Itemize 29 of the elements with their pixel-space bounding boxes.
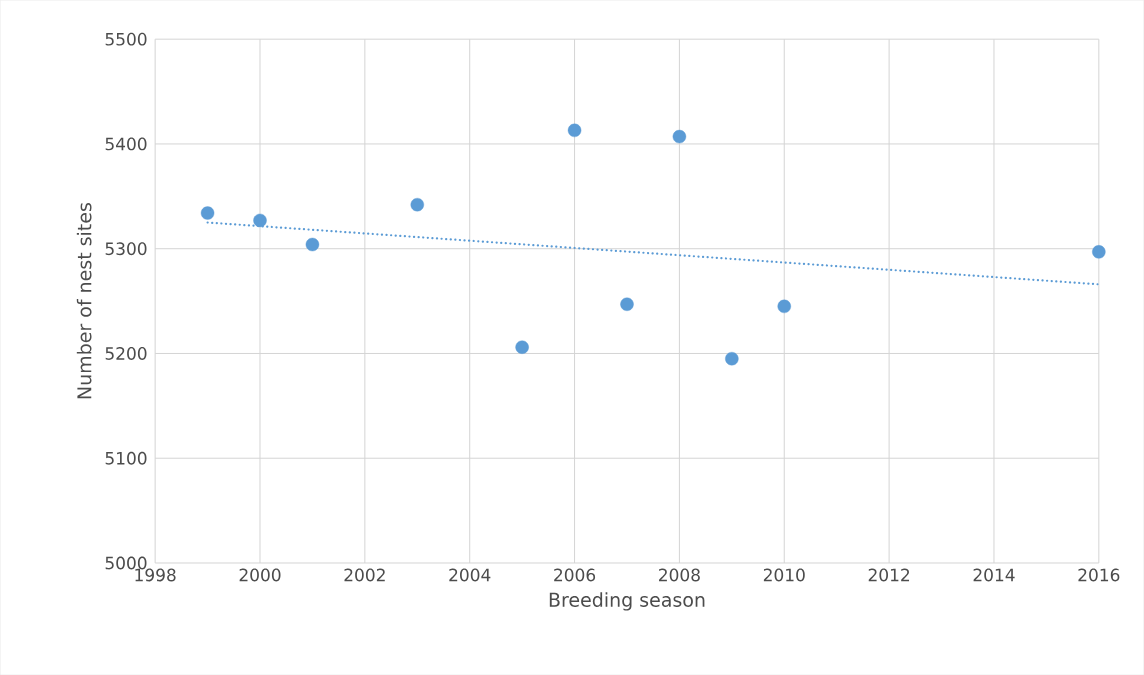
y-tick-label: 5400 <box>105 137 147 151</box>
x-tick-label: 2004 <box>449 568 491 582</box>
x-tick-label: 2002 <box>344 568 385 582</box>
point <box>620 297 634 311</box>
x-tick-label: 2016 <box>1078 568 1120 582</box>
point <box>1092 245 1106 259</box>
y-tick-label: 5500 <box>105 32 147 46</box>
x-axis-title: Breeding season <box>549 592 705 611</box>
y-tick-label: 5200 <box>105 346 147 360</box>
point <box>410 197 424 212</box>
point <box>253 213 267 228</box>
x-tick-label: 2006 <box>554 568 596 582</box>
point <box>567 123 582 137</box>
point <box>200 206 215 220</box>
x-tick-label: 2010 <box>763 568 805 582</box>
x-tick-label: 2000 <box>239 568 281 582</box>
y-tick-label: 5000 <box>105 556 147 570</box>
point <box>305 237 320 252</box>
x-tick-label: 2012 <box>868 568 910 582</box>
y-tick-label: 5100 <box>105 451 147 465</box>
x-tick-label: 1998 <box>135 568 176 582</box>
point <box>515 340 529 354</box>
y-tick-label: 5300 <box>105 242 147 256</box>
y-axis-title: Number of nest sites <box>76 202 92 399</box>
x-tick-label: 2008 <box>659 568 700 582</box>
point <box>777 299 791 313</box>
point <box>672 129 687 144</box>
point <box>725 351 739 366</box>
x-tick-label: 2014 <box>973 568 1015 582</box>
